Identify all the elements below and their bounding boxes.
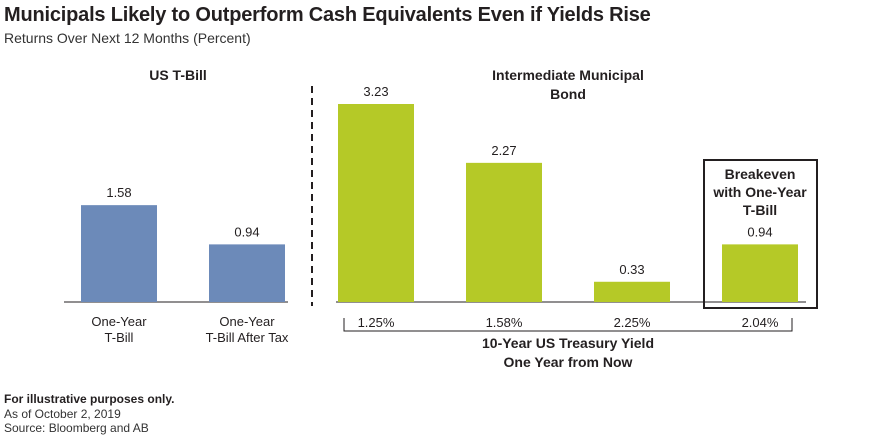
bar-value-label: 0.94 (234, 224, 259, 239)
bar-value-label: 0.94 (747, 224, 772, 239)
treasury-yield-axis-title: 10-Year US Treasury Yield (482, 335, 654, 351)
breakeven-box (703, 159, 818, 309)
chart-title: Municipals Likely to Outperform Cash Equ… (4, 4, 651, 26)
breakeven-label: Breakeven (725, 166, 796, 182)
bar (466, 162, 542, 302)
as-of-date: As of October 2, 2019 (4, 407, 121, 421)
bar (209, 244, 285, 302)
illustrative-note: For illustrative purposes only. (4, 392, 175, 406)
breakeven-label: T-Bill (743, 202, 777, 218)
category-label: T-Bill After Tax (206, 330, 289, 345)
category-label: T-Bill (105, 330, 134, 345)
bar (338, 104, 414, 302)
category-label: 1.25% (358, 315, 395, 330)
category-label: One-Year (91, 314, 147, 329)
bar-value-label: 3.23 (363, 84, 388, 99)
group-header-label: Bond (550, 86, 586, 102)
category-label: 2.25% (614, 315, 651, 330)
source-note: Source: Bloomberg and AB (4, 421, 149, 435)
treasury-yield-axis-title: One Year from Now (504, 354, 633, 370)
bar (722, 244, 798, 302)
bar-value-label: 2.27 (491, 143, 516, 158)
category-label: 1.58% (486, 315, 523, 330)
group-header-label: Intermediate Municipal (492, 67, 644, 83)
category-label: 2.04% (742, 315, 779, 330)
breakeven-label: with One-Year (712, 184, 807, 200)
category-label: One-Year (219, 314, 275, 329)
bar (594, 281, 670, 302)
bar (81, 205, 157, 302)
chart-subtitle: Returns Over Next 12 Months (Percent) (4, 30, 251, 46)
group-header-label: US T-Bill (149, 67, 207, 83)
bar-value-label: 1.58 (106, 185, 131, 200)
treasury-yield-bracket (343, 318, 793, 332)
bar-value-label: 0.33 (619, 262, 644, 277)
